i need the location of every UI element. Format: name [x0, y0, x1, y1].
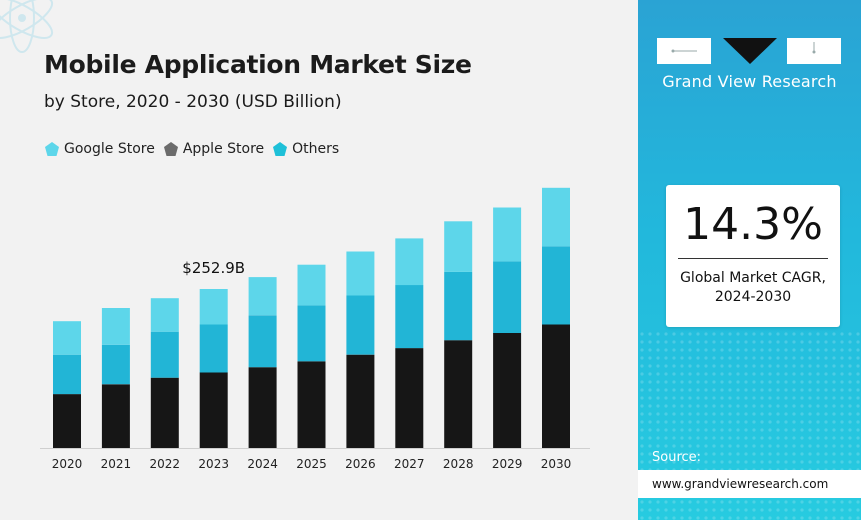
bar-others-2029	[493, 261, 522, 333]
x-tick-label: 2026	[345, 457, 376, 471]
legend-item-google-store: Google Store	[44, 141, 155, 157]
cagr-label: Global Market CAGR, 2024-2030	[666, 269, 840, 307]
bar-apple-store-2027	[395, 348, 424, 448]
bar-others-2024	[248, 315, 277, 368]
legend-label: Google Store	[64, 141, 155, 157]
bar-others-2030	[542, 246, 570, 325]
x-tick-label: 2025	[296, 457, 327, 471]
x-tick-label: 2028	[443, 457, 474, 471]
legend-label: Apple Store	[182, 141, 265, 157]
data-label-annotation: $252.9B	[182, 259, 245, 277]
chart-panel: Mobile Application Market Size by Store,…	[0, 0, 590, 471]
bar-google-store-2028	[444, 221, 473, 272]
source-label: Source:	[652, 450, 702, 465]
bar-others-2027	[395, 285, 424, 349]
bar-others-2020	[53, 354, 81, 395]
bar-others-2023	[199, 324, 228, 373]
bar-apple-store-2021	[101, 384, 130, 448]
x-tick-label: 2029	[492, 457, 523, 471]
bar-google-store-2024	[248, 277, 277, 316]
chart-legend: Google Store Apple Store Others	[44, 141, 347, 157]
bar-google-store-2023	[199, 289, 228, 325]
x-tick-label: 2020	[52, 457, 83, 471]
pentagon-icon	[273, 142, 288, 156]
x-tick-label: 2021	[101, 457, 132, 471]
bar-google-store-2022	[150, 298, 179, 332]
source-bar	[638, 470, 861, 498]
bar-apple-store-2020	[53, 394, 81, 448]
stacked-bar-chart: 2020 2021 2022 2023 $252.9B 2024 2025 2026 2027 2…	[40, 187, 590, 471]
bar-google-store-2027	[395, 238, 424, 286]
bar-google-store-2030	[542, 187, 570, 247]
divider	[678, 258, 828, 259]
x-tick-label: 2030	[541, 457, 572, 471]
x-tick-label: 2027	[394, 457, 425, 471]
bar-others-2026	[346, 295, 375, 355]
source-url[interactable]: www.grandviewresearch.com	[652, 477, 829, 491]
cagr-label-line1: Global Market CAGR,	[680, 270, 826, 286]
logo-left-box	[657, 38, 711, 64]
legend-item-apple-store: Apple Store	[163, 141, 264, 157]
pentagon-icon	[163, 142, 178, 156]
chart-title: Mobile Application Market Size	[44, 50, 472, 79]
bar-google-store-2026	[346, 251, 375, 296]
brand-logo	[638, 36, 861, 96]
cagr-label-line2: 2024-2030	[714, 289, 792, 305]
bar-apple-store-2030	[542, 324, 570, 448]
bar-apple-store-2024	[248, 367, 277, 448]
x-tick-label: 2024	[247, 457, 278, 471]
logo-right-box	[787, 38, 841, 64]
brand-name: Grand View Research	[662, 72, 837, 91]
brand-panel: Grand View Research 14.3% Global Market …	[638, 0, 861, 520]
bar-apple-store-2025	[297, 361, 326, 448]
pentagon-icon	[45, 142, 59, 156]
logo-arrow-icon	[723, 38, 777, 64]
bar-apple-store-2023	[199, 372, 228, 448]
bar-apple-store-2028	[444, 340, 473, 448]
cagr-card: 14.3% Global Market CAGR, 2024-2030	[666, 185, 840, 327]
bar-others-2025	[297, 305, 326, 362]
x-tick-label: 2023	[198, 457, 229, 471]
atom-icon	[0, 0, 54, 53]
legend-label: Others	[292, 141, 340, 157]
bar-google-store-2025	[297, 264, 326, 306]
bar-others-2022	[150, 331, 179, 378]
bar-google-store-2021	[101, 308, 130, 345]
bar-apple-store-2022	[150, 377, 179, 448]
bar-apple-store-2026	[346, 354, 375, 448]
chart-subtitle: by Store, 2020 - 2030 (USD Billion)	[44, 92, 342, 112]
bar-others-2021	[101, 344, 130, 385]
bar-apple-store-2029	[493, 333, 522, 448]
cagr-value: 14.3%	[683, 199, 823, 250]
bar-google-store-2020	[53, 321, 81, 355]
bar-others-2028	[444, 271, 473, 341]
legend-item-others: Others	[272, 141, 339, 157]
x-tick-label: 2022	[150, 457, 181, 471]
bar-google-store-2029	[493, 207, 522, 262]
